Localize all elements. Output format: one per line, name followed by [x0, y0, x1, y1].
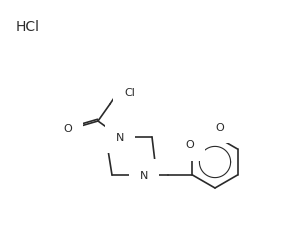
Text: N: N: [140, 170, 148, 180]
Text: Cl: Cl: [124, 88, 135, 98]
Text: N: N: [116, 132, 124, 142]
Text: O: O: [216, 122, 224, 132]
Text: HCl: HCl: [16, 20, 40, 34]
Text: O: O: [63, 123, 72, 133]
Text: O: O: [185, 140, 194, 150]
